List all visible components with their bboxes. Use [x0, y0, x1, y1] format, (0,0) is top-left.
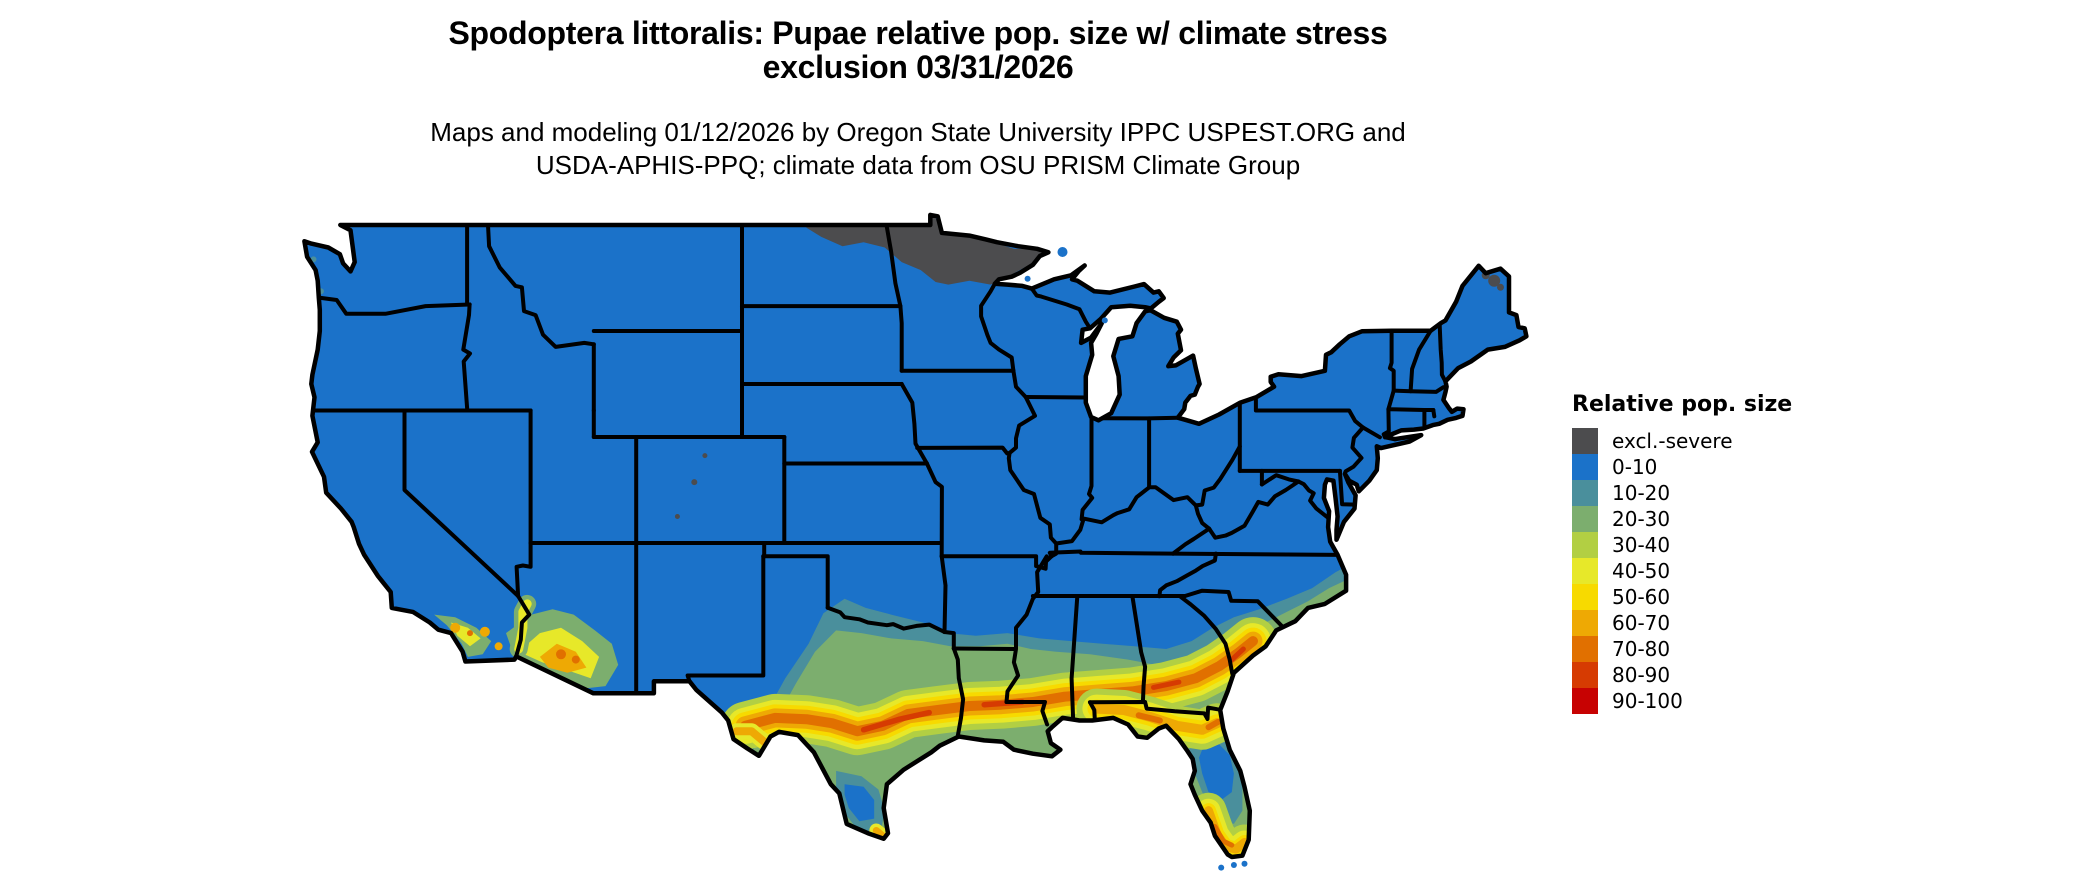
legend-item: 20-30: [1572, 506, 1792, 532]
florida-keys: [1218, 864, 1225, 871]
state-borders: [310, 223, 1448, 738]
title-line-1: Spodoptera littoralis: Pupae relative po…: [448, 15, 1388, 51]
legend-label: 60-70: [1612, 611, 1671, 635]
subtitle-line-1: Maps and modeling 01/12/2026 by Oregon S…: [430, 117, 1406, 147]
legend-label: 20-30: [1612, 507, 1671, 531]
legend-swatch: [1572, 636, 1598, 662]
legend-label: excl.-severe: [1612, 429, 1733, 453]
exclusion-severe-north: [802, 214, 1048, 285]
central-florida-0-10: [1199, 744, 1234, 800]
legend: Relative pop. size excl.-severe 0-10 10-20…: [1572, 392, 1792, 714]
legend-item: 40-50: [1572, 558, 1792, 584]
legend-swatch: [1572, 584, 1598, 610]
exclusion-colorado-spot: [691, 479, 698, 486]
legend-swatch: [1572, 480, 1598, 506]
us-outline: [302, 212, 1529, 860]
legend-swatch: [1572, 454, 1598, 480]
arizona-70-80-spot: [556, 649, 566, 660]
band-80-90-sc-coast: [1229, 646, 1246, 663]
title-line-2: exclusion 03/31/2026: [762, 49, 1074, 85]
subtitle-line-2: USDA-APHIS-PPQ; climate data from OSU PR…: [535, 150, 1301, 180]
socal-60-70-spot: [494, 642, 503, 651]
socal-60-70-spot: [450, 622, 461, 633]
socal-70-80-spot: [467, 630, 473, 637]
exclusion-maine-spot: [1497, 283, 1504, 291]
isle-royale: [1057, 247, 1068, 257]
arizona-70-80-spot: [571, 655, 580, 664]
legend-swatch: [1572, 532, 1598, 558]
florida-keys: [1241, 860, 1248, 867]
north-florida-70-80: [1205, 718, 1222, 731]
legend-label: 50-60: [1612, 585, 1671, 609]
page-title: Spodoptera littoralis: Pupae relative po…: [0, 16, 1836, 84]
florida-panhandle-60-70: [1091, 703, 1222, 735]
exclusion-colorado-spot: [702, 453, 708, 459]
legend-swatch: [1572, 558, 1598, 584]
legend-swatch: [1572, 428, 1598, 454]
legend-label: 90-100: [1612, 689, 1683, 713]
big-bend-60-70: [732, 727, 769, 746]
legend-item: 60-70: [1572, 610, 1792, 636]
florida-panhandle-70-80: [1135, 712, 1163, 724]
legend-label: 40-50: [1612, 559, 1671, 583]
legend-item: 70-80: [1572, 636, 1792, 662]
legend-label: 10-20: [1612, 481, 1671, 505]
legend-item: 90-100: [1572, 688, 1792, 714]
legend-item: excl.-severe: [1572, 428, 1792, 454]
legend-swatch: [1572, 662, 1598, 688]
legend-label: 30-40: [1612, 533, 1671, 557]
texas-tip-60-70: [872, 827, 887, 840]
legend-item: 0-10: [1572, 454, 1792, 480]
band-80-90-georgia: [1151, 679, 1182, 690]
legend-item: 10-20: [1572, 480, 1792, 506]
legend-item: 30-40: [1572, 532, 1792, 558]
exclusion-maine-spot: [1488, 274, 1501, 287]
legend-swatch: [1572, 688, 1598, 714]
legend-rows: excl.-severe 0-10 10-20 20-30 30-40 40-50 50-6…: [1572, 428, 1792, 714]
south-florida-70-80: [1212, 824, 1235, 848]
legend-swatch: [1572, 610, 1598, 636]
page-subtitle: Maps and modeling 01/12/2026 by Oregon S…: [0, 116, 1836, 182]
lake-michigan-island: [1101, 317, 1108, 324]
socal-60-70-spot: [479, 626, 490, 637]
apostle-islands: [1024, 275, 1031, 282]
exclusion-colorado-spot: [674, 514, 680, 519]
legend-label: 80-90: [1612, 663, 1671, 687]
legend-label: 0-10: [1612, 455, 1658, 479]
legend-item: 50-60: [1572, 584, 1792, 610]
florida-keys: [1230, 862, 1237, 868]
legend-item: 80-90: [1572, 662, 1792, 688]
legend-swatch: [1572, 506, 1598, 532]
legend-title: Relative pop. size: [1572, 392, 1793, 417]
south-texas-0-10: [844, 784, 875, 822]
legend-label: 70-80: [1612, 637, 1671, 661]
band-80-90-texas: [860, 709, 932, 733]
